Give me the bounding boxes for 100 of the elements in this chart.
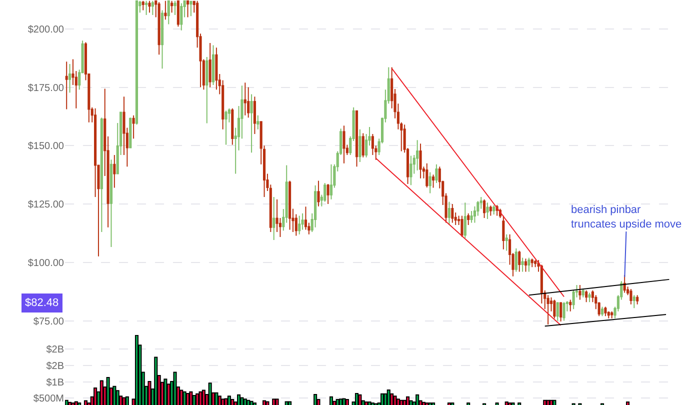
candlestick (358, 128, 362, 163)
candlestick (148, 0, 151, 14)
candlestick (419, 143, 422, 179)
candlestick (151, 0, 154, 16)
candlestick (578, 284, 582, 300)
candlestick (607, 310, 610, 319)
y-tick-label: $100.00 (28, 258, 64, 269)
candlestick (636, 294, 639, 305)
candlestick (288, 180, 292, 230)
candlestick (355, 110, 358, 168)
candlestick (113, 154, 116, 188)
candlestick (186, 0, 190, 18)
candlestick (317, 180, 320, 207)
candlestick (435, 164, 438, 184)
candlestick (180, 2, 183, 31)
candlestick (467, 212, 470, 226)
candlestick (190, 0, 192, 17)
candlestick (585, 290, 588, 303)
candlestick (630, 288, 632, 305)
candlestick (110, 159, 113, 248)
candlestick (100, 117, 103, 233)
candlestick (428, 172, 432, 194)
candlestick (582, 288, 584, 298)
candlestick (174, 0, 176, 16)
candlestick (342, 125, 346, 164)
y-tick-label: $2B (46, 344, 64, 356)
candlestick (208, 42, 212, 88)
candlestick (371, 134, 374, 156)
candlestick (448, 201, 450, 226)
candlestick (65, 61, 68, 110)
candlestick (530, 258, 534, 268)
candlestick (588, 292, 591, 303)
candlestick (244, 82, 246, 116)
candlestick (464, 202, 466, 239)
candlestick (135, 0, 138, 126)
candlestick (304, 206, 308, 230)
candlestick (604, 306, 607, 317)
candlestick (451, 204, 454, 224)
candlestick (224, 110, 228, 146)
y-tick-label: $500M (33, 394, 64, 405)
candlestick (470, 210, 473, 224)
candlestick (176, 0, 180, 28)
candlestick (426, 162, 428, 188)
candlestick (553, 299, 556, 319)
candlestick (432, 174, 435, 188)
candlestick (326, 183, 330, 205)
candlestick (247, 86, 250, 118)
candlestick (460, 215, 464, 238)
candlestick (167, 0, 170, 25)
candlestick (330, 164, 333, 200)
candlestick (562, 302, 566, 322)
candlestick (132, 114, 135, 140)
candlestick (528, 257, 530, 272)
candlestick (212, 44, 215, 86)
candlestick (546, 294, 550, 325)
candlestick (276, 198, 278, 233)
candlestick (298, 215, 301, 235)
candlestick (272, 196, 276, 240)
candlestick (514, 248, 518, 272)
candlestick (158, 2, 160, 56)
candlestick (632, 294, 636, 309)
candlestick (215, 47, 218, 90)
candlestick (610, 310, 614, 319)
candlestick (521, 257, 524, 272)
candlestick (362, 132, 364, 158)
candlestick (569, 299, 572, 312)
candlestick (416, 140, 419, 171)
candlestick (160, 10, 164, 70)
candlestick (324, 182, 326, 202)
candlestick (164, 0, 167, 20)
candlestick (534, 260, 537, 268)
y-tick-label: $200.00 (28, 24, 64, 36)
candlestick (231, 108, 234, 146)
candlestick (250, 94, 253, 154)
candlestick (301, 212, 304, 230)
candlestick (483, 198, 486, 219)
candlestick (505, 234, 508, 252)
y-tick-label: $125.00 (28, 200, 64, 211)
candlestick (145, 0, 148, 16)
annotation: bearish pinbar truncates upside move (571, 204, 682, 230)
candlestick (129, 117, 132, 149)
candlestick (314, 184, 317, 228)
y-tick-label: $2B (46, 360, 64, 372)
candlestick (600, 306, 604, 317)
candlestick (206, 56, 208, 124)
y-tick-label: $150.00 (28, 141, 64, 152)
candlestick (560, 302, 562, 322)
candlestick (410, 155, 412, 186)
candlestick (492, 204, 496, 216)
candlestick (556, 302, 559, 322)
candlestick (68, 63, 72, 94)
y-tick-label: $1B (46, 377, 64, 388)
y-tick-label: $175.00 (28, 82, 64, 94)
candlestick (524, 258, 528, 272)
candlestick (489, 205, 492, 216)
candlestick (253, 96, 256, 134)
candlestick (256, 114, 260, 130)
candlestick (142, 0, 144, 11)
annotation: $82.48 (25, 297, 59, 309)
candlestick (486, 202, 489, 220)
